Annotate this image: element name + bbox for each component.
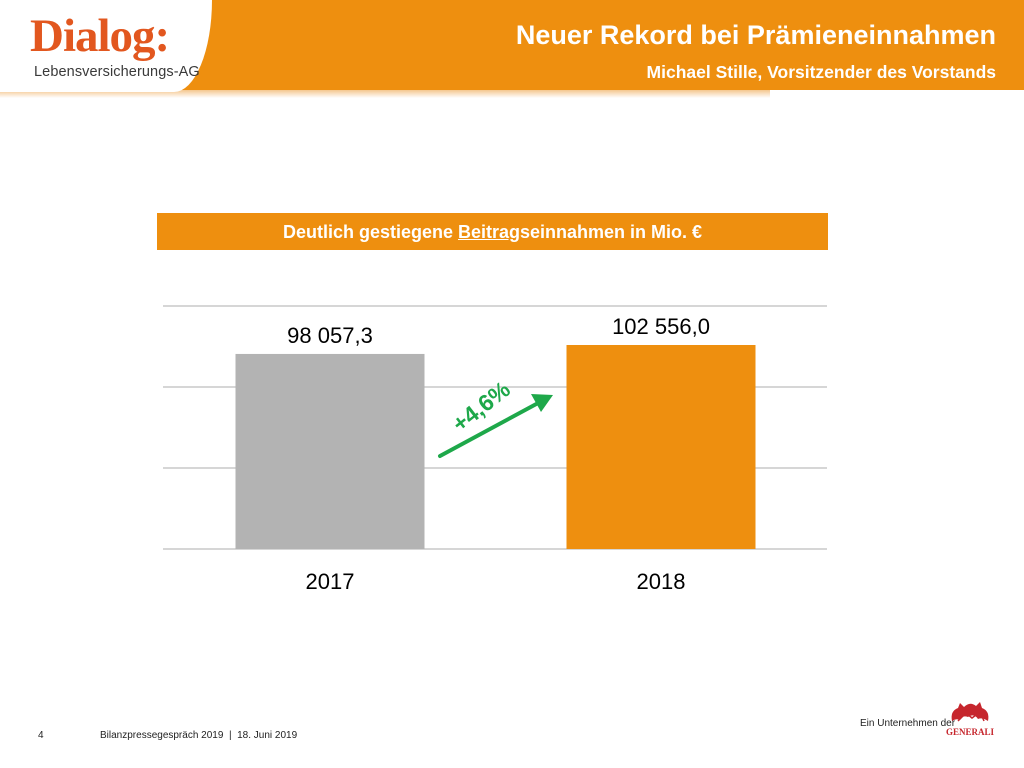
logo-subline: Lebensversicherungs-AG — [34, 64, 200, 80]
growth-arrowhead-icon — [531, 394, 553, 412]
page-number: 4 — [38, 730, 44, 741]
category-label-2018: 2018 — [637, 569, 686, 594]
generali-wordmark: GENERALI — [946, 727, 994, 737]
generali-lion-logo: GENERALI — [946, 702, 994, 737]
slide-subtitle: Michael Stille, Vorsitzender des Vorstan… — [646, 62, 996, 82]
chart-title: Deutlich gestiegene Beitragseinnahmen in… — [157, 213, 828, 250]
footer-event: Bilanzpressegespräch 2019 | 18. Juni 201… — [100, 730, 298, 741]
header-shadow — [0, 90, 770, 98]
dialog-logo: Dialog: Lebensversicherungs-AG — [0, 0, 212, 92]
chart-title-part-1: Deutlich gestiegene — [282, 222, 458, 242]
chart-title-part-2: Beitrag — [458, 222, 521, 242]
slide-title: Neuer Rekord bei Prämieneinnahmen — [515, 20, 996, 50]
logo-wordmark: Dialog: — [30, 10, 170, 62]
bar-2017 — [235, 353, 425, 549]
parent-company-label: Ein Unternehmen der — [860, 718, 956, 729]
bar-2018 — [566, 345, 756, 549]
chart-title-part-3: seinnahmen in Mio. € — [520, 222, 703, 242]
category-label-2017: 2017 — [306, 569, 355, 594]
value-label-2017: 98 057,3 — [287, 323, 373, 348]
value-label-2018: 102 556,0 — [612, 314, 710, 339]
growth-percentage: +4,6% — [447, 376, 515, 437]
growth-arrow-shaft — [438, 400, 542, 458]
